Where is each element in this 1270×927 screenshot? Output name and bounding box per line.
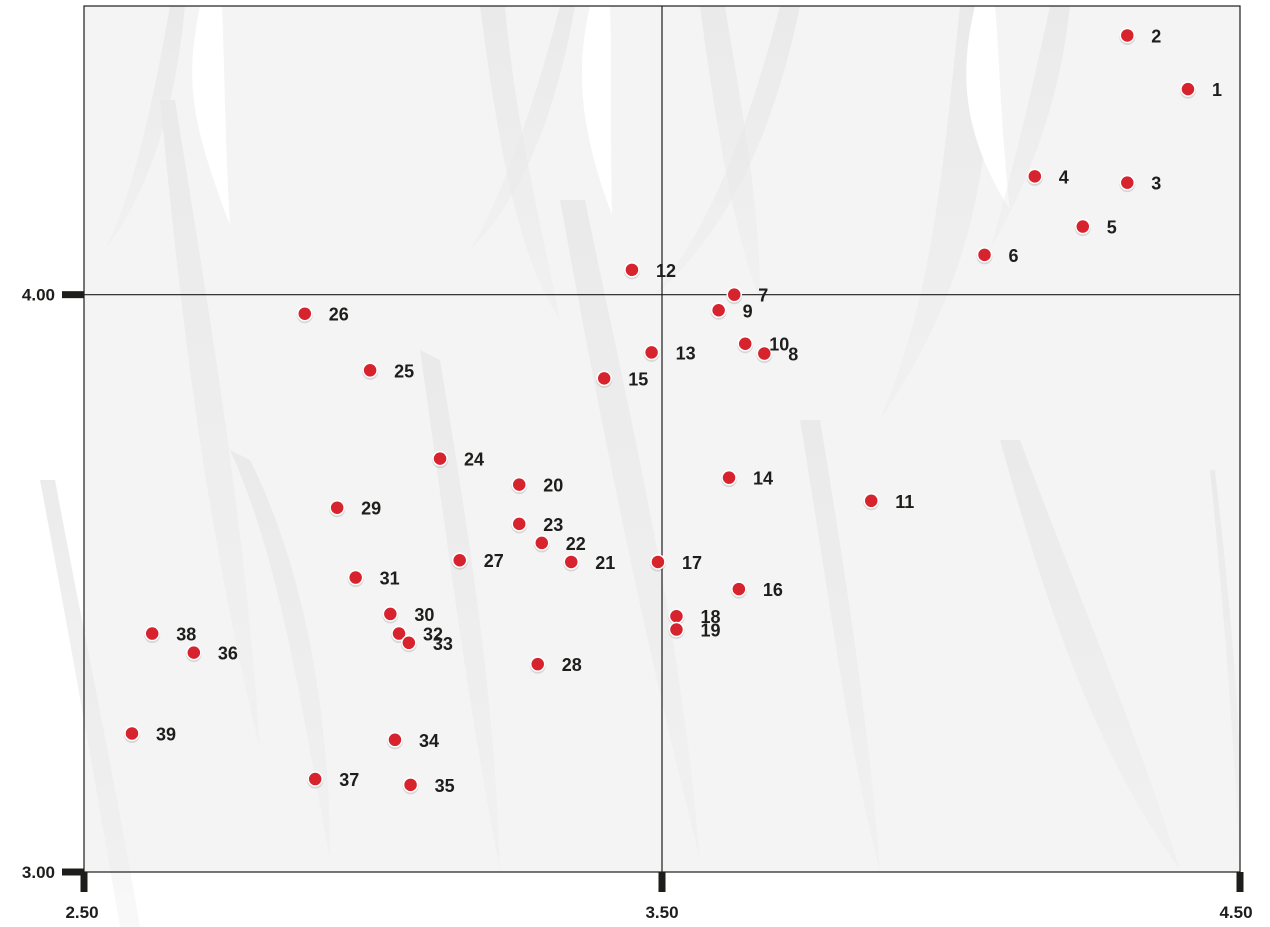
data-point-label-38: 38 (176, 625, 196, 645)
data-point-label-37: 37 (339, 770, 359, 790)
data-point-28 (529, 656, 546, 672)
data-point-8 (756, 345, 773, 362)
data-point-18 (668, 608, 685, 624)
y-tick-label: 4.00 (22, 286, 55, 305)
x-tick-label: 3.50 (645, 903, 678, 922)
data-point-38 (144, 625, 160, 642)
data-point-23 (511, 516, 527, 532)
data-point-label-18: 18 (700, 607, 720, 627)
data-point-25 (362, 362, 378, 379)
data-point-24 (432, 450, 448, 467)
data-point-label-34: 34 (419, 731, 439, 751)
data-point-label-21: 21 (595, 553, 615, 573)
data-point-label-5: 5 (1107, 218, 1117, 238)
data-point-19 (668, 621, 685, 638)
data-point-label-3: 3 (1151, 174, 1161, 194)
data-point-5 (1075, 218, 1091, 235)
data-point-label-31: 31 (380, 569, 400, 589)
data-point-20 (511, 476, 527, 493)
data-point-1 (1180, 81, 1196, 97)
data-point-14 (721, 469, 737, 486)
data-point-label-32: 32 (423, 625, 443, 645)
data-point-2 (1119, 27, 1136, 44)
data-point-label-26: 26 (329, 305, 349, 325)
data-point-15 (596, 370, 612, 387)
data-point-label-4: 4 (1059, 167, 1069, 187)
x-tick-mark (80, 872, 88, 892)
data-point-label-29: 29 (361, 499, 381, 519)
data-point-17 (650, 554, 666, 570)
data-point-label-36: 36 (218, 644, 238, 664)
data-point-label-14: 14 (753, 469, 773, 489)
data-point-33 (401, 635, 417, 651)
data-point-label-8: 8 (788, 345, 798, 365)
data-point-label-12: 12 (656, 261, 676, 281)
data-point-label-6: 6 (1009, 246, 1019, 266)
data-point-label-13: 13 (676, 343, 696, 363)
data-point-27 (451, 552, 468, 568)
data-point-label-39: 39 (156, 724, 176, 744)
y-tick-mark (62, 868, 84, 876)
data-point-34 (387, 732, 403, 748)
data-point-31 (347, 569, 364, 586)
data-point-32 (391, 625, 407, 642)
data-point-30 (382, 606, 399, 622)
x-axis-ticks: 2.50 3.50 4.50 (65, 872, 1253, 922)
data-point-label-35: 35 (435, 776, 455, 796)
data-point-16 (731, 581, 747, 597)
data-point-label-11: 11 (895, 492, 914, 512)
data-point-label-17: 17 (682, 553, 702, 573)
data-point-label-28: 28 (562, 655, 582, 675)
data-point-label-15: 15 (628, 369, 648, 389)
data-point-9 (710, 302, 727, 319)
data-point-label-16: 16 (763, 580, 783, 600)
x-tick-label: 2.50 (65, 903, 98, 922)
y-axis-ticks: 3.00 4.00 (22, 286, 84, 882)
data-point-label-10: 10 (769, 335, 789, 355)
data-point-35 (402, 777, 419, 793)
data-point-label-1: 1 (1212, 80, 1222, 100)
data-point-label-30: 30 (414, 605, 434, 625)
data-point-12 (624, 262, 640, 278)
data-point-7 (726, 286, 742, 303)
data-point-36 (186, 644, 202, 661)
x-tick-mark (1236, 872, 1244, 892)
data-point-label-19: 19 (700, 621, 720, 641)
data-point-label-25: 25 (394, 361, 414, 381)
y-tick-label: 3.00 (22, 863, 55, 882)
x-tick-label: 4.50 (1219, 903, 1252, 922)
data-point-label-33: 33 (433, 634, 453, 654)
data-point-label-22: 22 (566, 534, 586, 554)
data-point-label-23: 23 (543, 515, 563, 535)
data-point-13 (643, 344, 660, 361)
data-point-label-27: 27 (484, 551, 504, 571)
data-point-6 (976, 247, 993, 263)
data-point-10 (737, 335, 753, 352)
data-point-4 (1027, 168, 1043, 185)
data-point-3 (1119, 174, 1136, 191)
data-point-label-2: 2 (1151, 26, 1161, 46)
data-point-label-9: 9 (743, 301, 753, 321)
data-point-11 (863, 493, 879, 509)
data-point-label-24: 24 (464, 450, 484, 470)
data-point-22 (534, 535, 550, 551)
data-point-39 (124, 725, 140, 742)
data-point-26 (297, 305, 313, 322)
data-point-21 (563, 554, 580, 570)
data-points: 1234567891011121314151617181920212223242… (123, 26, 1222, 796)
background-brush-decoration (40, 6, 1240, 927)
y-tick-mark (62, 291, 84, 299)
data-point-29 (329, 499, 345, 516)
data-point-label-7: 7 (758, 286, 768, 306)
x-tick-mark (658, 872, 666, 892)
data-point-label-20: 20 (543, 476, 563, 496)
data-point-37 (307, 771, 323, 787)
